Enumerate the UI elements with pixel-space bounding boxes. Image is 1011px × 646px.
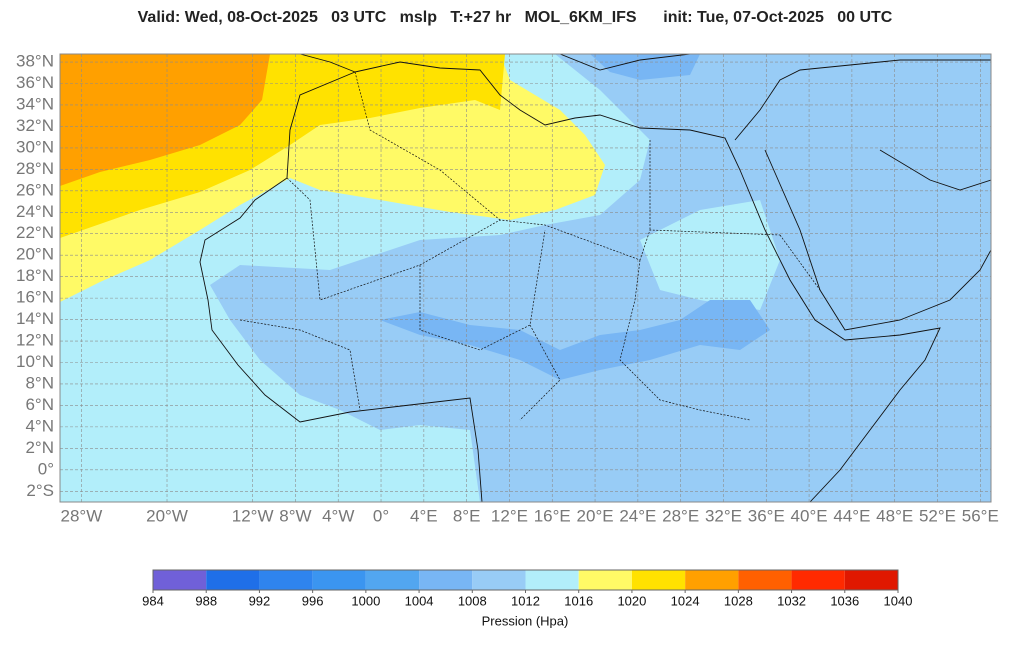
lat-label: 24°N xyxy=(16,202,54,221)
lon-label: 20°W xyxy=(146,506,188,525)
lon-label: 36°E xyxy=(748,506,785,525)
lon-label: 28°E xyxy=(662,506,699,525)
colorbar-tick-label: 1012 xyxy=(511,593,540,608)
colorbar-segment xyxy=(844,570,898,590)
colorbar-tick-label: 984 xyxy=(142,593,164,608)
lat-label: 18°N xyxy=(16,266,54,285)
lon-label: 24°E xyxy=(619,506,656,525)
lat-label: 26°N xyxy=(16,180,54,199)
colorbar-segment xyxy=(259,570,313,590)
colorbar-segment xyxy=(365,570,420,590)
lon-label: 8°W xyxy=(279,506,311,525)
lon-label: 28°W xyxy=(61,506,103,525)
lat-label: 16°N xyxy=(16,288,54,307)
country-borders xyxy=(239,71,821,421)
lon-label: 32°E xyxy=(705,506,742,525)
colorbar-tick-label: 1016 xyxy=(564,593,593,608)
colorbar-segment xyxy=(419,570,473,590)
colorbar-tick-label: 988 xyxy=(195,593,217,608)
colorbar-tick-label: 1008 xyxy=(458,593,487,608)
colorbar-segment xyxy=(791,570,845,590)
colorbar-segment xyxy=(738,570,792,590)
lat-label: 30°N xyxy=(16,137,54,156)
pressure-field xyxy=(60,54,991,502)
lat-label: 2°N xyxy=(25,438,54,457)
europe-coast xyxy=(299,54,691,73)
lon-label: 12°W xyxy=(232,506,274,525)
colorbar-segment xyxy=(206,570,260,590)
colorbar-segment xyxy=(525,570,579,590)
colorbar-tick-label: 1020 xyxy=(617,593,646,608)
lon-label: 20°E xyxy=(577,506,614,525)
lat-label: 28°N xyxy=(16,159,54,178)
colorbar: 984 988 992 996 1000 1004 1008 1012 1016 1020 1024… xyxy=(142,569,913,608)
colorbar-tick-label: 1040 xyxy=(884,593,913,608)
colorbar-segment xyxy=(153,570,207,590)
lon-label: 0° xyxy=(373,506,389,525)
field-1004-med xyxy=(590,54,700,80)
lon-label: 56°E xyxy=(962,506,999,525)
lon-label: 44°E xyxy=(833,506,870,525)
lon-label: 16°E xyxy=(534,506,571,525)
colorbar-segment xyxy=(685,570,739,590)
lat-label: 4°N xyxy=(25,416,54,435)
graticule xyxy=(60,54,991,502)
lon-label: 48°E xyxy=(876,506,913,525)
field-1024 xyxy=(60,54,270,186)
field-1008 xyxy=(210,54,991,502)
lat-label: 22°N xyxy=(16,223,54,242)
title: Valid: Wed, 08-Oct-2025 03 UTC mslp T:+2… xyxy=(138,9,893,26)
colorbar-tick-label: 992 xyxy=(249,593,271,608)
colorbar-segment xyxy=(312,570,366,590)
colorbar-tick-label: 1004 xyxy=(405,593,434,608)
colorbar-tick-label: 1024 xyxy=(671,593,700,608)
colorbar-segment xyxy=(631,570,686,590)
lat-label: 32°N xyxy=(16,116,54,135)
colorbar-tick-label: 1000 xyxy=(351,593,380,608)
lat-label: 20°N xyxy=(16,245,54,264)
colorbar-tick-label: 1036 xyxy=(830,593,859,608)
lat-label: 8°N xyxy=(25,373,54,392)
lat-label: 10°N xyxy=(16,352,54,371)
lon-label: 52°E xyxy=(919,506,956,525)
lon-label: 40°E xyxy=(791,506,828,525)
lon-label: 8°E xyxy=(453,506,481,525)
field-1004 xyxy=(380,300,770,380)
coastlines xyxy=(199,54,991,502)
lat-label: 36°N xyxy=(16,73,54,92)
lat-label: 34°N xyxy=(16,94,54,113)
colorbar-segment xyxy=(578,570,632,590)
colorbar-tick-label: 996 xyxy=(302,593,324,608)
lat-label: 2°S xyxy=(26,481,54,500)
map-frame xyxy=(59,53,992,503)
lon-label: 12°E xyxy=(491,506,528,525)
lat-label: 6°N xyxy=(25,395,54,414)
colorbar-segment xyxy=(472,570,526,590)
lat-label: 14°N xyxy=(16,309,54,328)
borders xyxy=(239,71,821,421)
lat-label: 0° xyxy=(38,459,54,478)
colorbar-label: Pression (Hpa) xyxy=(482,613,569,628)
lat-label: 38°N xyxy=(16,52,54,71)
colorbar-tick-label: 1028 xyxy=(724,593,753,608)
colorbar-tick-label: 1032 xyxy=(777,593,806,608)
africa-coast xyxy=(199,61,941,502)
arabia-coast xyxy=(734,59,991,331)
lat-label: 12°N xyxy=(16,331,54,350)
lon-label: 4°E xyxy=(410,506,438,525)
lon-label: 4°W xyxy=(322,506,354,525)
